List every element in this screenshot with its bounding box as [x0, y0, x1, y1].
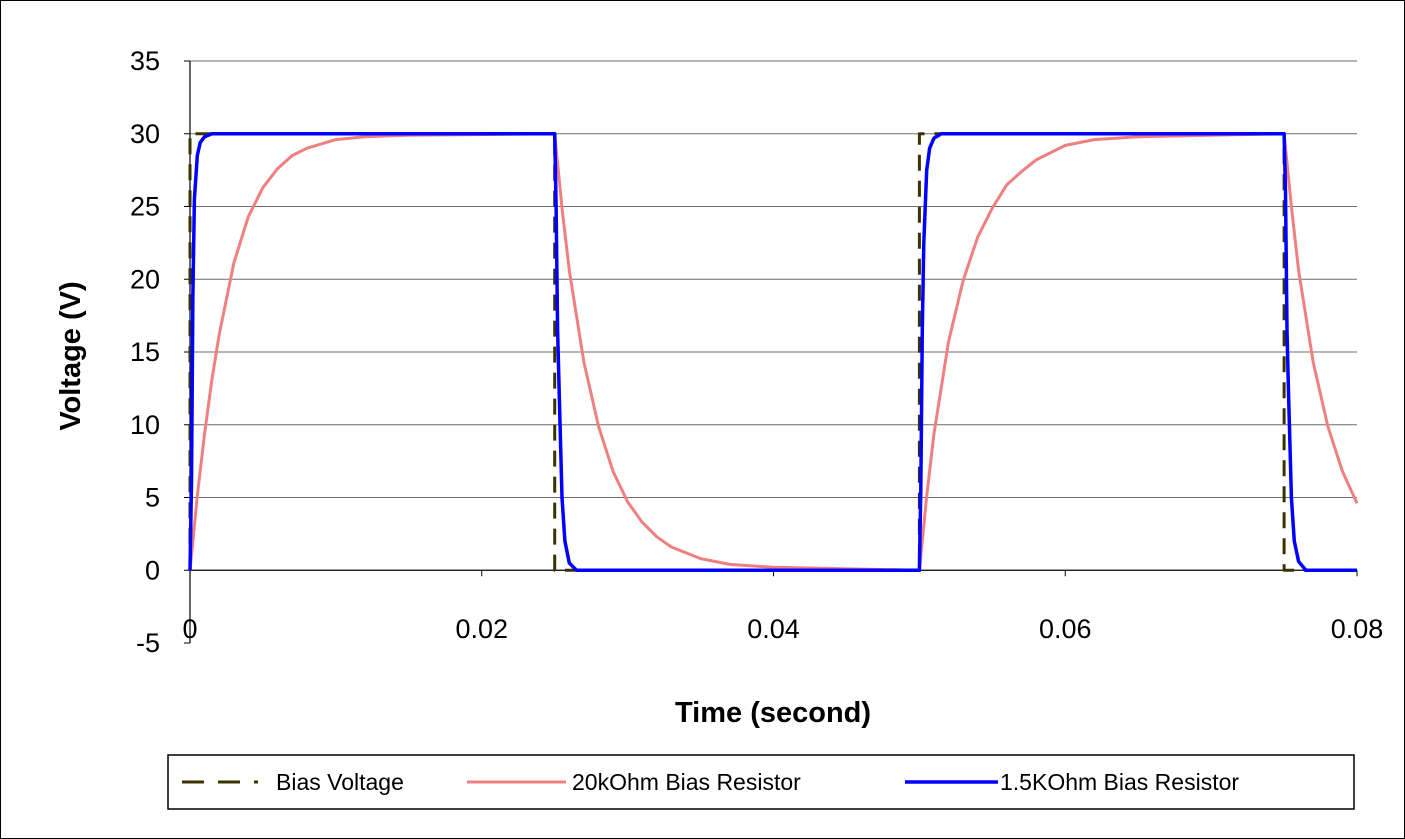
- tick-labels: -5 0 5 10 15 20 25 30 35 0 0.02 0.04 0.06 0.08: [130, 46, 1383, 658]
- y-tick-label: 10: [130, 410, 160, 440]
- y-tick-label: -5: [136, 628, 160, 658]
- y-tick-label: 0: [145, 555, 160, 585]
- y-tick-label: 30: [130, 119, 160, 149]
- y-tick-label: 20: [130, 264, 160, 294]
- legend: Bias Voltage 20kOhm Bias Resistor 1.5KOhm …: [167, 754, 1355, 810]
- x-tick-label: 0.08: [1331, 614, 1384, 644]
- x-tick-label: 0: [182, 614, 197, 644]
- legend-box: [167, 754, 1355, 810]
- y-tick-label: 35: [130, 46, 160, 76]
- legend-label: 20kOhm Bias Resistor: [572, 769, 801, 795]
- y-tick-label: 15: [130, 337, 160, 367]
- gridlines: [190, 60, 1357, 498]
- x-tick-label: 0.02: [455, 614, 508, 644]
- y-tick-label: 5: [145, 483, 160, 513]
- y-tick-label: 25: [130, 192, 160, 222]
- x-axis-title: Time (second): [675, 697, 871, 729]
- x-tick-label: 0.06: [1039, 614, 1092, 644]
- legend-label: 1.5KOhm Bias Resistor: [1000, 769, 1239, 795]
- series-line-1: [188, 132, 1359, 572]
- x-tick-label: 0.04: [747, 614, 800, 644]
- legend-label: Bias Voltage: [276, 769, 404, 795]
- series-lines: [188, 132, 1359, 573]
- series-line-2: [188, 132, 1357, 573]
- y-axis-title: Voltage (V): [55, 281, 87, 430]
